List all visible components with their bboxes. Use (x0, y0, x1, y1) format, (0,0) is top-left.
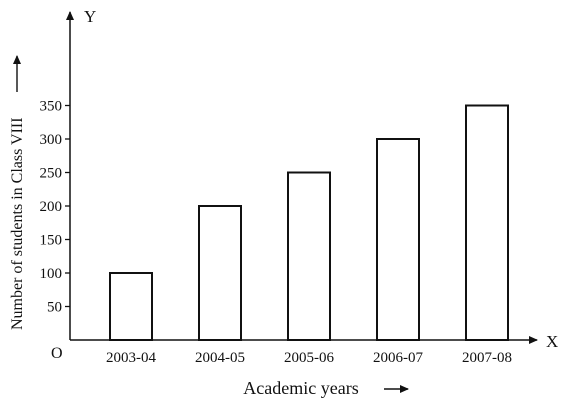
y-axis-letter: Y (84, 7, 96, 26)
x-tick-label: 2004-05 (195, 350, 245, 366)
y-tick-label: 350 (40, 99, 63, 115)
x-tick-label: 2007-08 (462, 350, 512, 366)
y-tick-group: 50 100 150 200 250 300 350 (40, 99, 70, 316)
x-axis-label: Academic years (243, 378, 358, 398)
bar-group (109, 104, 509, 341)
origin-label: O (51, 345, 63, 362)
x-tick-label: 2005-06 (284, 350, 334, 366)
x-tick-label: 2003-04 (106, 350, 156, 366)
bar-2003-04 (109, 272, 153, 341)
bar-2006-07 (376, 138, 420, 341)
x-tick-label: 2006-07 (373, 350, 423, 366)
y-tick-label: 50 (47, 300, 62, 316)
bar-2004-05 (198, 205, 242, 341)
bar-2005-06 (287, 171, 331, 341)
y-tick-label: 100 (40, 266, 63, 282)
x-tick-label-group: 2003-04 2004-05 2005-06 2006-07 2007-08 (106, 350, 512, 366)
bar-2007-08 (465, 104, 509, 341)
y-tick-label: 150 (40, 233, 63, 249)
y-tick-label: 250 (40, 166, 63, 182)
y-axis-label: Number of students in Class VIII (9, 117, 26, 330)
x-axis-letter: X (546, 332, 558, 351)
y-tick-label: 300 (40, 132, 63, 148)
y-tick-label: 200 (40, 199, 63, 215)
